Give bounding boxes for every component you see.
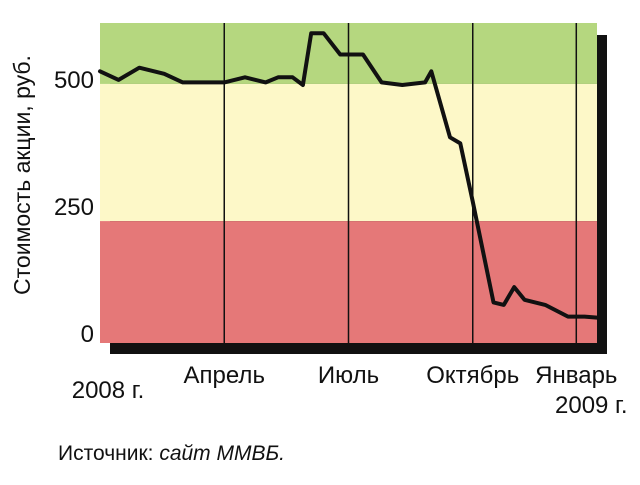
price-series [98, 31, 599, 320]
xtick-label: Июль [318, 362, 379, 389]
x-tick-labels: 2008 г. Апрель Июль Октябрь Январь 2009 г. [72, 362, 628, 419]
xtick-label: Октябрь [426, 362, 519, 389]
source-label: Источник: [58, 442, 160, 465]
y-axis-label: Стоимость акции, руб. [9, 55, 35, 295]
price-line [98, 31, 599, 320]
month-gridlines [223, 23, 578, 343]
y-tick-labels: 0 250 500 [54, 67, 94, 348]
xtick-label: Январь [535, 362, 617, 389]
ytick-label: 0 [81, 321, 94, 348]
source-name: сайт ММВБ. [159, 442, 286, 465]
source-note: Источник: сайт ММВБ. [58, 442, 285, 466]
ytick-label: 500 [54, 67, 94, 94]
ytick-label: 250 [54, 194, 94, 221]
xtick-label-year: 2009 г. [555, 392, 628, 419]
xtick-label: 2008 г. [72, 377, 145, 404]
xtick-label: Апрель [184, 362, 265, 389]
